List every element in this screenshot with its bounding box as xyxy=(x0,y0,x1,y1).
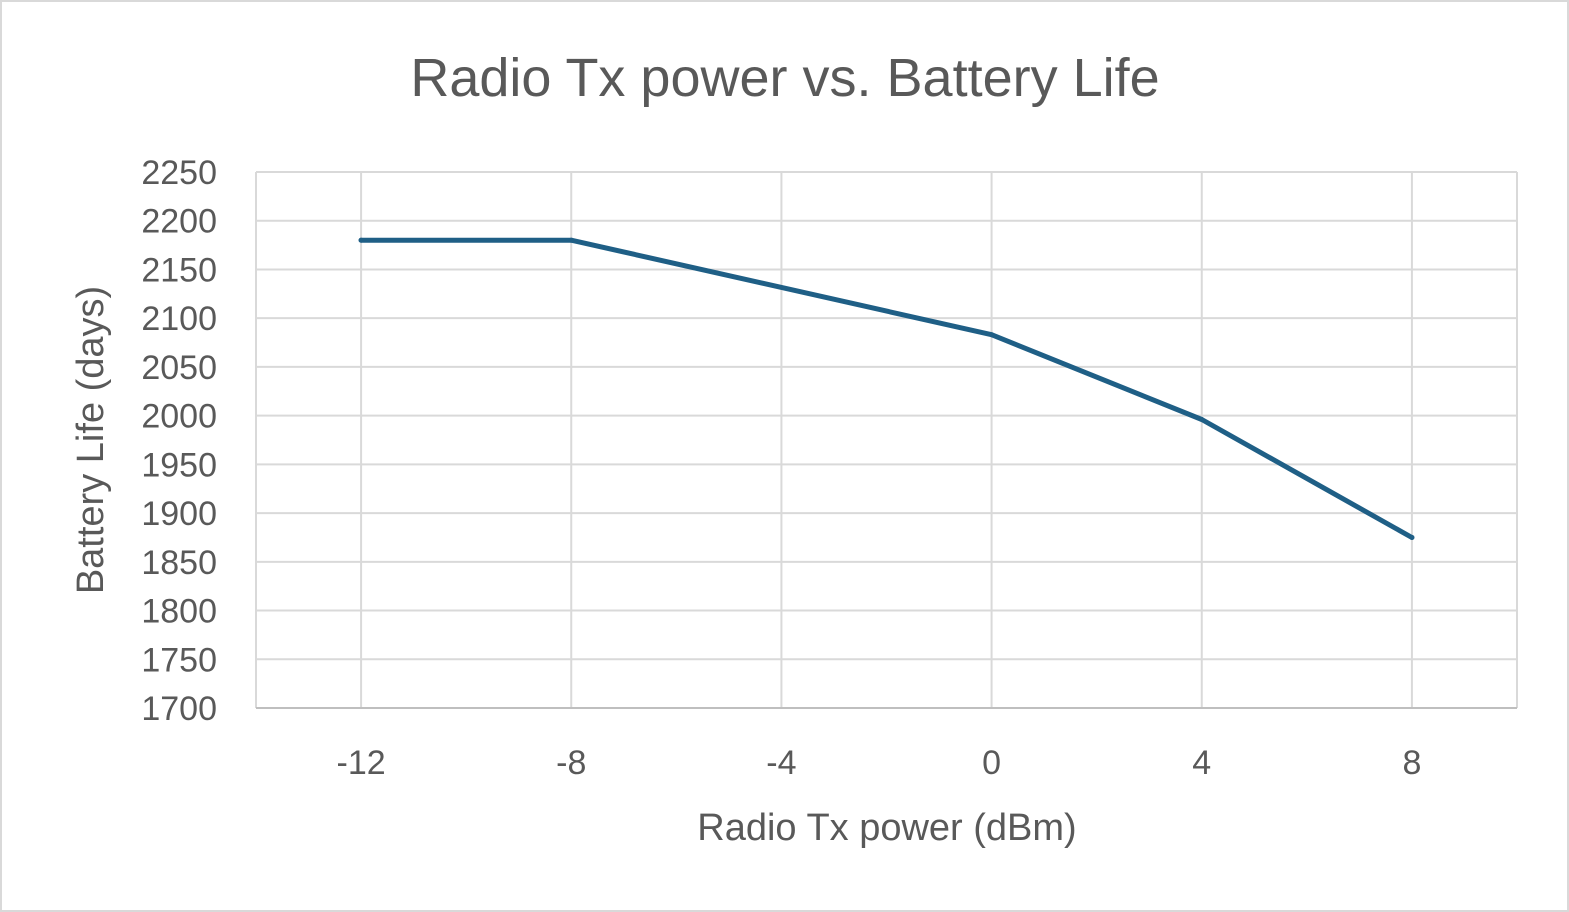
data-point xyxy=(358,237,364,243)
y-tick-label: 2200 xyxy=(141,203,217,241)
y-tick-label: 2100 xyxy=(141,300,217,338)
y-tick-label: 2000 xyxy=(141,398,217,436)
data-point xyxy=(1199,417,1205,423)
x-tick-labels: -12 -8 -4 0 4 8 xyxy=(337,744,1422,782)
y-tick-labels: 1700 1750 1800 1850 1900 1950 2000 2050 2100 2150… xyxy=(141,154,217,728)
data-point xyxy=(568,237,574,243)
x-tick-label: -12 xyxy=(337,744,386,782)
x-tick-label: -8 xyxy=(556,744,586,782)
gridlines xyxy=(255,171,1518,709)
x-tick-label: 8 xyxy=(1402,744,1421,782)
x-tick-label: -4 xyxy=(766,744,796,782)
y-tick-label: 1800 xyxy=(141,593,217,631)
data-point xyxy=(1409,534,1415,540)
y-axis-title: Battery Life (days) xyxy=(70,286,112,594)
data-point xyxy=(989,332,995,338)
y-tick-label: 1850 xyxy=(141,544,217,582)
x-axis-title: Radio Tx power (dBm) xyxy=(697,807,1076,849)
x-tick-label: 0 xyxy=(982,744,1001,782)
y-tick-label: 1900 xyxy=(141,495,217,533)
y-tick-label: 2050 xyxy=(141,349,217,387)
y-tick-label: 2150 xyxy=(141,251,217,289)
y-tick-label: 1700 xyxy=(141,690,217,728)
x-tick-label: 4 xyxy=(1192,744,1211,782)
series-line xyxy=(358,237,1415,540)
series-group xyxy=(358,237,1415,540)
y-tick-label: 2250 xyxy=(141,154,217,192)
y-tick-label: 1750 xyxy=(141,641,217,679)
y-tick-label: 1950 xyxy=(141,446,217,484)
chart-title: Radio Tx power vs. Battery Life xyxy=(410,48,1159,108)
